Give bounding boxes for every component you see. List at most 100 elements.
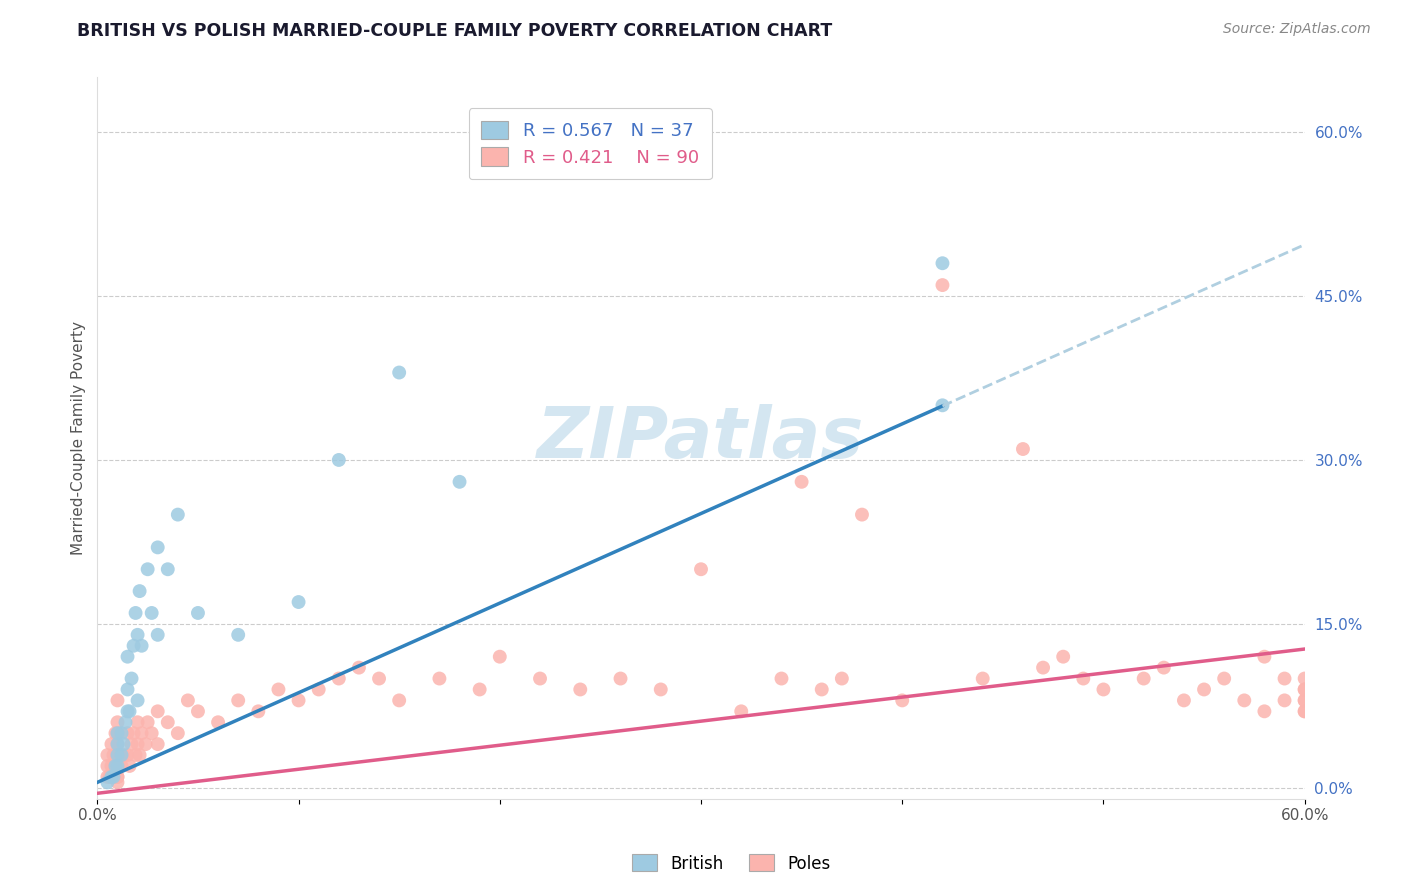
Point	[127, 628, 149, 642]
Point	[388, 693, 411, 707]
Point	[1153, 660, 1175, 674]
Point	[107, 770, 129, 784]
Point	[141, 726, 163, 740]
Point	[127, 693, 149, 707]
Point	[187, 606, 209, 620]
Point	[1253, 649, 1275, 664]
Text: ZIPatlas: ZIPatlas	[537, 403, 865, 473]
Point	[104, 726, 127, 740]
Point	[328, 672, 350, 686]
Point	[117, 726, 139, 740]
Point	[650, 682, 672, 697]
Point	[103, 770, 125, 784]
Point	[1274, 672, 1296, 686]
Text: BRITISH VS POLISH MARRIED-COUPLE FAMILY POVERTY CORRELATION CHART: BRITISH VS POLISH MARRIED-COUPLE FAMILY …	[77, 22, 832, 40]
Point	[1173, 693, 1195, 707]
Point	[1294, 672, 1316, 686]
Point	[287, 595, 309, 609]
Point	[468, 682, 491, 697]
Point	[1294, 682, 1316, 697]
Y-axis label: Married-Couple Family Poverty: Married-Couple Family Poverty	[72, 321, 86, 555]
Point	[98, 770, 121, 784]
Point	[810, 682, 832, 697]
Point	[267, 682, 290, 697]
Point	[141, 606, 163, 620]
Point	[124, 606, 146, 620]
Point	[1092, 682, 1115, 697]
Point	[1294, 704, 1316, 718]
Point	[107, 693, 129, 707]
Text: Source: ZipAtlas.com: Source: ZipAtlas.com	[1223, 22, 1371, 37]
Point	[308, 682, 330, 697]
Point	[156, 562, 179, 576]
Point	[107, 715, 129, 730]
Point	[100, 770, 122, 784]
Point	[104, 759, 127, 773]
Point	[368, 672, 391, 686]
Point	[1294, 704, 1316, 718]
Point	[1213, 672, 1236, 686]
Point	[136, 715, 159, 730]
Point	[135, 737, 157, 751]
Point	[429, 672, 451, 686]
Point	[1071, 672, 1094, 686]
Point	[1294, 693, 1316, 707]
Point	[96, 775, 118, 789]
Point	[131, 726, 153, 740]
Point	[891, 693, 914, 707]
Point	[1052, 649, 1074, 664]
Point	[131, 639, 153, 653]
Point	[1012, 442, 1035, 456]
Point	[107, 726, 129, 740]
Point	[110, 726, 132, 740]
Point	[488, 649, 510, 664]
Point	[690, 562, 713, 576]
Point	[128, 584, 150, 599]
Point	[207, 715, 229, 730]
Point	[226, 628, 249, 642]
Point	[104, 759, 127, 773]
Point	[118, 759, 141, 773]
Point	[931, 398, 953, 412]
Point	[831, 672, 853, 686]
Point	[103, 770, 125, 784]
Point	[770, 672, 793, 686]
Point	[112, 747, 135, 762]
Point	[146, 704, 169, 718]
Point	[117, 682, 139, 697]
Point	[177, 693, 200, 707]
Point	[166, 726, 188, 740]
Point	[100, 759, 122, 773]
Point	[146, 628, 169, 642]
Point	[1294, 682, 1316, 697]
Point	[187, 704, 209, 718]
Point	[117, 649, 139, 664]
Point	[609, 672, 631, 686]
Point	[247, 704, 270, 718]
Point	[136, 562, 159, 576]
Point	[112, 737, 135, 751]
Point	[100, 737, 122, 751]
Point	[127, 737, 149, 751]
Point	[110, 747, 132, 762]
Point	[107, 759, 129, 773]
Point	[931, 256, 953, 270]
Point	[107, 726, 129, 740]
Legend: R = 0.567   N = 37, R = 0.421    N = 90: R = 0.567 N = 37, R = 0.421 N = 90	[468, 108, 711, 179]
Point	[226, 693, 249, 707]
Point	[851, 508, 873, 522]
Point	[107, 759, 129, 773]
Point	[118, 704, 141, 718]
Point	[96, 759, 118, 773]
Point	[529, 672, 551, 686]
Point	[107, 759, 129, 773]
Point	[156, 715, 179, 730]
Point	[107, 747, 129, 762]
Point	[117, 747, 139, 762]
Point	[146, 541, 169, 555]
Point	[121, 672, 143, 686]
Legend: British, Poles: British, Poles	[626, 847, 837, 880]
Point	[1253, 704, 1275, 718]
Point	[730, 704, 752, 718]
Point	[449, 475, 471, 489]
